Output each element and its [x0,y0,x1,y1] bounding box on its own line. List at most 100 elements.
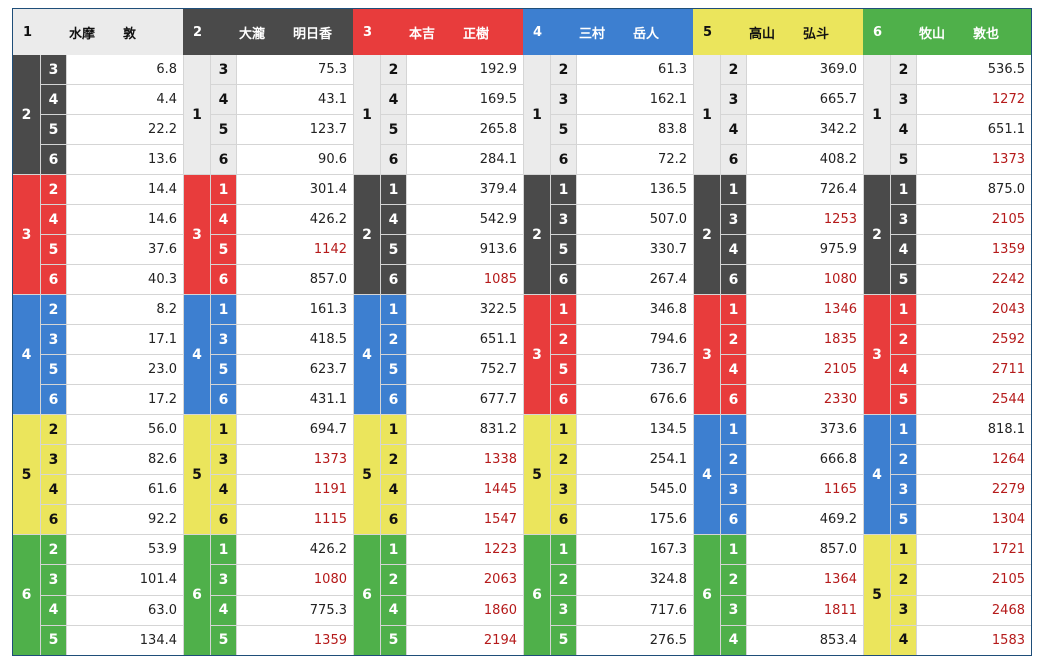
odds-row[interactable]: 3 82.6 [41,445,183,475]
odds-row[interactable]: 2 2063 [381,565,523,596]
odds-row[interactable]: 3 2105 [891,205,1031,235]
odds-row[interactable]: 1 818.1 [891,415,1031,445]
odds-row[interactable]: 2 254.1 [551,445,693,475]
odds-row[interactable]: 6 72.2 [551,145,693,174]
odds-row[interactable]: 4 63.0 [41,595,183,626]
odds-row[interactable]: 6 857.0 [211,265,353,294]
odds-row[interactable]: 1 346.8 [551,295,693,325]
odds-row[interactable]: 6 1085 [381,265,523,294]
odds-row[interactable]: 4 775.3 [211,595,353,626]
odds-row[interactable]: 4 342.2 [721,115,863,145]
odds-row[interactable]: 5 913.6 [381,235,523,265]
odds-row[interactable]: 5 276.5 [551,625,693,655]
odds-row[interactable]: 1 426.2 [211,535,353,566]
odds-row[interactable]: 3 1272 [891,85,1031,115]
odds-row[interactable]: 3 2468 [891,595,1031,626]
odds-row[interactable]: 2 324.8 [551,565,693,596]
odds-row[interactable]: 1 875.0 [891,175,1031,205]
odds-row[interactable]: 2 651.1 [381,325,523,355]
odds-row[interactable]: 3 1253 [721,205,863,235]
odds-row[interactable]: 3 162.1 [551,85,693,115]
odds-row[interactable]: 1 379.4 [381,175,523,205]
odds-row[interactable]: 5 1373 [891,145,1031,174]
odds-row[interactable]: 5 123.7 [211,115,353,145]
odds-row[interactable]: 1 857.0 [721,535,863,566]
odds-row[interactable]: 6 469.2 [721,505,863,534]
odds-row[interactable]: 5 2194 [381,625,523,655]
odds-row[interactable]: 4 1359 [891,235,1031,265]
odds-row[interactable]: 3 1373 [211,445,353,475]
odds-row[interactable]: 4 542.9 [381,205,523,235]
odds-row[interactable]: 4 975.9 [721,235,863,265]
odds-row[interactable]: 4 1445 [381,475,523,505]
odds-row[interactable]: 5 265.8 [381,115,523,145]
odds-row[interactable]: 6 1115 [211,505,353,534]
odds-row[interactable]: 4 1583 [891,625,1031,655]
odds-row[interactable]: 4 2105 [721,355,863,385]
odds-row[interactable]: 3 75.3 [211,55,353,85]
odds-row[interactable]: 6 13.6 [41,145,183,174]
odds-row[interactable]: 1 726.4 [721,175,863,205]
odds-row[interactable]: 2 8.2 [41,295,183,325]
odds-row[interactable]: 2 1835 [721,325,863,355]
odds-row[interactable]: 2 536.5 [891,55,1031,85]
odds-row[interactable]: 5 22.2 [41,115,183,145]
odds-row[interactable]: 1 373.6 [721,415,863,445]
odds-row[interactable]: 5 752.7 [381,355,523,385]
odds-row[interactable]: 2 1264 [891,445,1031,475]
odds-row[interactable]: 5 83.8 [551,115,693,145]
odds-row[interactable]: 6 175.6 [551,505,693,534]
odds-row[interactable]: 2 1364 [721,565,863,596]
odds-row[interactable]: 4 1191 [211,475,353,505]
odds-row[interactable]: 3 101.4 [41,565,183,596]
odds-row[interactable]: 2 2105 [891,565,1031,596]
odds-row[interactable]: 1 1346 [721,295,863,325]
odds-row[interactable]: 1 167.3 [551,535,693,566]
odds-row[interactable]: 1 694.7 [211,415,353,445]
odds-row[interactable]: 1 322.5 [381,295,523,325]
odds-row[interactable]: 4 169.5 [381,85,523,115]
odds-row[interactable]: 5 736.7 [551,355,693,385]
odds-row[interactable]: 4 426.2 [211,205,353,235]
odds-row[interactable]: 2 1338 [381,445,523,475]
odds-row[interactable]: 5 623.7 [211,355,353,385]
odds-row[interactable]: 6 92.2 [41,505,183,534]
odds-row[interactable]: 6 284.1 [381,145,523,174]
odds-row[interactable]: 1 136.5 [551,175,693,205]
odds-row[interactable]: 1 2043 [891,295,1031,325]
odds-row[interactable]: 2 56.0 [41,415,183,445]
odds-row[interactable]: 6 677.7 [381,385,523,414]
odds-row[interactable]: 3 545.0 [551,475,693,505]
odds-row[interactable]: 6 676.6 [551,385,693,414]
odds-row[interactable]: 1 1721 [891,535,1031,566]
odds-row[interactable]: 5 1359 [211,625,353,655]
odds-row[interactable]: 5 1142 [211,235,353,265]
odds-row[interactable]: 6 17.2 [41,385,183,414]
odds-row[interactable]: 5 1304 [891,505,1031,534]
odds-row[interactable]: 6 1080 [721,265,863,294]
odds-row[interactable]: 4 651.1 [891,115,1031,145]
odds-row[interactable]: 6 1547 [381,505,523,534]
odds-row[interactable]: 2 53.9 [41,535,183,566]
odds-row[interactable]: 2 192.9 [381,55,523,85]
odds-row[interactable]: 3 1811 [721,595,863,626]
odds-row[interactable]: 3 507.0 [551,205,693,235]
odds-row[interactable]: 5 2544 [891,385,1031,414]
odds-row[interactable]: 2 61.3 [551,55,693,85]
odds-row[interactable]: 1 301.4 [211,175,353,205]
odds-row[interactable]: 3 6.8 [41,55,183,85]
odds-row[interactable]: 2 666.8 [721,445,863,475]
odds-row[interactable]: 6 90.6 [211,145,353,174]
odds-row[interactable]: 5 2242 [891,265,1031,294]
odds-row[interactable]: 1 831.2 [381,415,523,445]
odds-row[interactable]: 2 369.0 [721,55,863,85]
odds-row[interactable]: 4 4.4 [41,85,183,115]
odds-row[interactable]: 4 1860 [381,595,523,626]
odds-row[interactable]: 3 17.1 [41,325,183,355]
odds-row[interactable]: 6 431.1 [211,385,353,414]
odds-row[interactable]: 3 418.5 [211,325,353,355]
odds-row[interactable]: 5 37.6 [41,235,183,265]
odds-row[interactable]: 3 665.7 [721,85,863,115]
odds-row[interactable]: 2 2592 [891,325,1031,355]
odds-row[interactable]: 3 1165 [721,475,863,505]
